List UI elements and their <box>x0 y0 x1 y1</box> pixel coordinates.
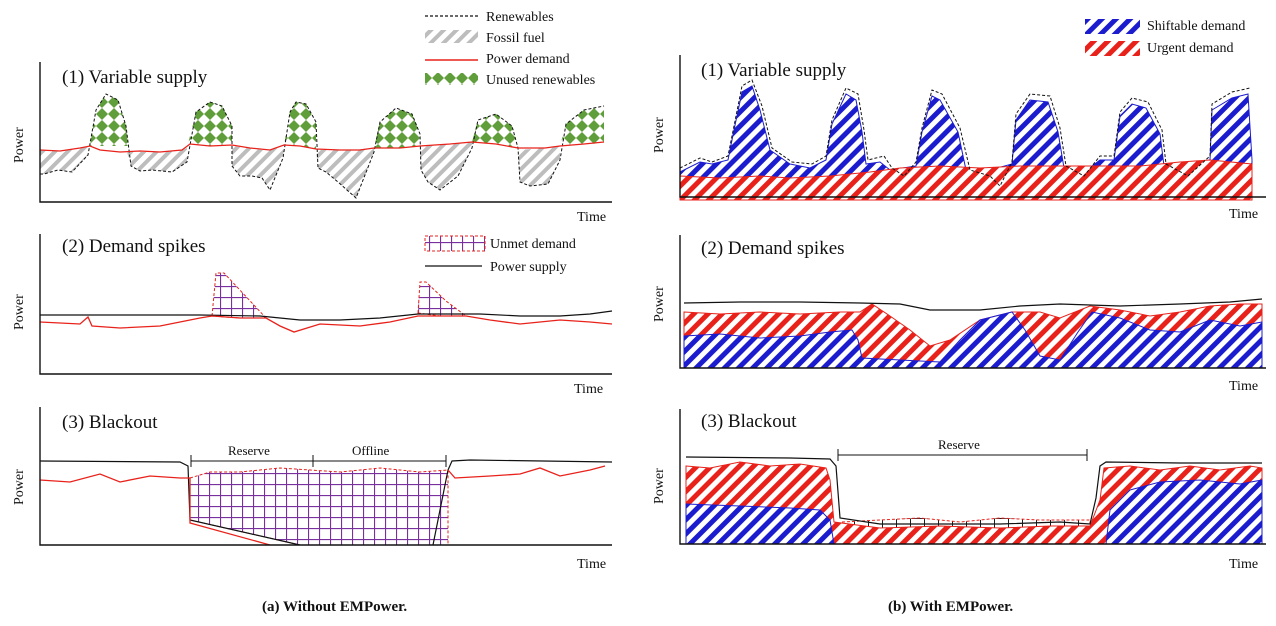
legend-unused: Unused renewables <box>486 73 595 88</box>
shiftable-legend-swatch <box>1085 19 1140 34</box>
unused-renewables-area <box>90 94 604 149</box>
legend-renewables: Renewables <box>486 10 554 25</box>
axis <box>39 62 612 203</box>
urgent-legend-swatch <box>1085 41 1140 56</box>
legend-power-supply: Power supply <box>490 260 567 275</box>
power-demand-line <box>39 465 606 546</box>
panel-title: (2) Demand spikes <box>62 236 206 257</box>
shiftable-demand-area <box>683 311 1263 369</box>
power-demand-line <box>39 141 605 153</box>
axis <box>679 409 1266 545</box>
axis <box>679 235 1266 369</box>
axis <box>679 55 1266 198</box>
legend-power-demand: Power demand <box>486 52 570 67</box>
legend-fossil: Fossil fuel <box>486 31 545 46</box>
panel-title: (1) Variable supply <box>62 67 208 88</box>
left-panel-demand-spikes: (2) Demand spikes Unmet demand Power sup… <box>12 234 613 397</box>
right-legend: Shiftable demand Urgent demand <box>1085 19 1245 56</box>
reserve-label: Reserve <box>228 443 270 458</box>
left-panel-blackout: (3) Blackout Reserve Offline Power Time <box>12 407 613 572</box>
offline-label: Offline <box>352 443 390 458</box>
left-legend: Renewables Fossil fuel Power demand Unus… <box>425 10 595 88</box>
reserve-bracket <box>837 449 1088 461</box>
y-axis-label: Power <box>652 468 667 504</box>
fossil-fuel-area <box>40 142 560 198</box>
legend-urgent: Urgent demand <box>1147 41 1233 56</box>
unused-legend-swatch <box>425 73 478 85</box>
reserve-label: Reserve <box>938 437 980 452</box>
axis <box>39 407 612 546</box>
unmet-demand-area <box>211 272 468 319</box>
y-axis-label: Power <box>12 127 27 163</box>
right-panel-variable-supply: (1) Variable supply Power Time <box>652 55 1266 222</box>
right-caption: (b) With EMPower. <box>888 599 1013 615</box>
panel-title: (3) Blackout <box>62 412 158 433</box>
power-supply-line <box>683 298 1263 311</box>
x-axis-label: Time <box>1229 557 1258 572</box>
x-axis-label: Time <box>577 557 606 572</box>
legend-unmet: Unmet demand <box>490 237 576 252</box>
right-panel-demand-spikes: (2) Demand spikes Power Time <box>652 235 1266 394</box>
renewables-line <box>40 93 605 199</box>
power-demand-line <box>39 315 613 333</box>
x-axis-label: Time <box>577 210 606 225</box>
panel-title: (3) Blackout <box>701 411 797 432</box>
x-axis-label: Time <box>574 382 603 397</box>
renewables-line <box>679 79 1251 187</box>
urgent-demand-area <box>679 159 1253 201</box>
power-supply-line <box>39 459 613 546</box>
fossil-legend-swatch <box>425 30 478 43</box>
left-caption: (a) Without EMPower. <box>262 599 407 615</box>
x-axis-label: Time <box>1229 207 1258 222</box>
panel-title: (2) Demand spikes <box>701 238 845 259</box>
y-axis-label: Power <box>652 117 667 153</box>
y-axis-label: Power <box>12 294 27 330</box>
panel-title: (1) Variable supply <box>701 60 847 81</box>
axis <box>39 234 612 375</box>
x-axis-label: Time <box>1229 379 1258 394</box>
unmet-legend-swatch <box>424 235 486 252</box>
reserve-bracket <box>190 455 447 467</box>
y-axis-label: Power <box>652 286 667 322</box>
left-panel-variable-supply: (1) Variable supply Power Time <box>12 62 612 225</box>
power-supply-line <box>40 310 613 321</box>
power-supply-line <box>685 456 1262 525</box>
y-axis-label: Power <box>12 469 27 505</box>
legend-shiftable: Shiftable demand <box>1147 19 1245 34</box>
right-panel-blackout: (3) Blackout Reserve Power Time <box>652 409 1266 572</box>
